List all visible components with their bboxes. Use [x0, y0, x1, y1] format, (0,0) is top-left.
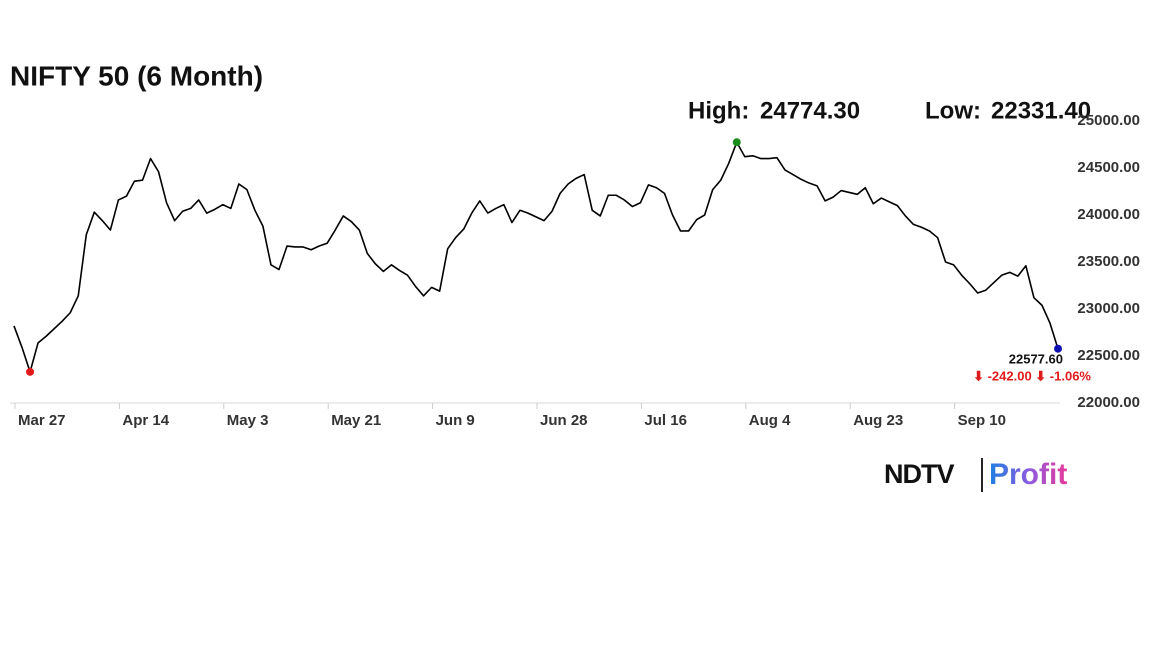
y-tick-label: 22000.00 [1077, 394, 1140, 411]
y-tick-label: 24000.00 [1077, 206, 1140, 223]
x-tick-label: Aug 23 [853, 412, 903, 429]
x-tick-label: Mar 27 [18, 412, 66, 429]
high-value: 24774.30 [760, 97, 860, 124]
chart-title: NIFTY 50 (6 Month) [10, 60, 263, 91]
y-tick-label: 25000.00 [1077, 112, 1140, 129]
low-label: Low: [925, 97, 981, 124]
x-tick-label: Aug 4 [749, 412, 791, 429]
low-marker [26, 367, 35, 376]
x-tick-label: Sep 10 [958, 412, 1006, 429]
x-tick-label: Jul 16 [644, 412, 687, 429]
last-value-label: 22577.60 [1009, 351, 1063, 366]
price-line [13, 141, 1059, 373]
logo-brand: NDTV [884, 459, 954, 489]
x-tick-label: Apr 14 [122, 412, 169, 429]
y-tick-label: 23500.00 [1077, 253, 1140, 270]
x-tick-label: Jun 28 [540, 412, 588, 429]
high-marker [732, 138, 741, 147]
y-tick-label: 22500.00 [1077, 347, 1140, 364]
y-tick-label: 24500.00 [1077, 159, 1140, 176]
last-marker [1054, 344, 1062, 353]
x-tick-label: May 21 [331, 412, 381, 429]
x-tick-label: May 3 [227, 412, 269, 429]
logo-product: Profit [989, 458, 1067, 491]
y-tick-label: 23000.00 [1077, 300, 1140, 317]
x-tick-label: Jun 9 [436, 412, 475, 429]
low-value: 22331.40 [991, 97, 1091, 124]
change-label: ⬇ -242.00 ⬇ -1.06% [973, 368, 1091, 383]
high-label: High: [688, 97, 749, 124]
